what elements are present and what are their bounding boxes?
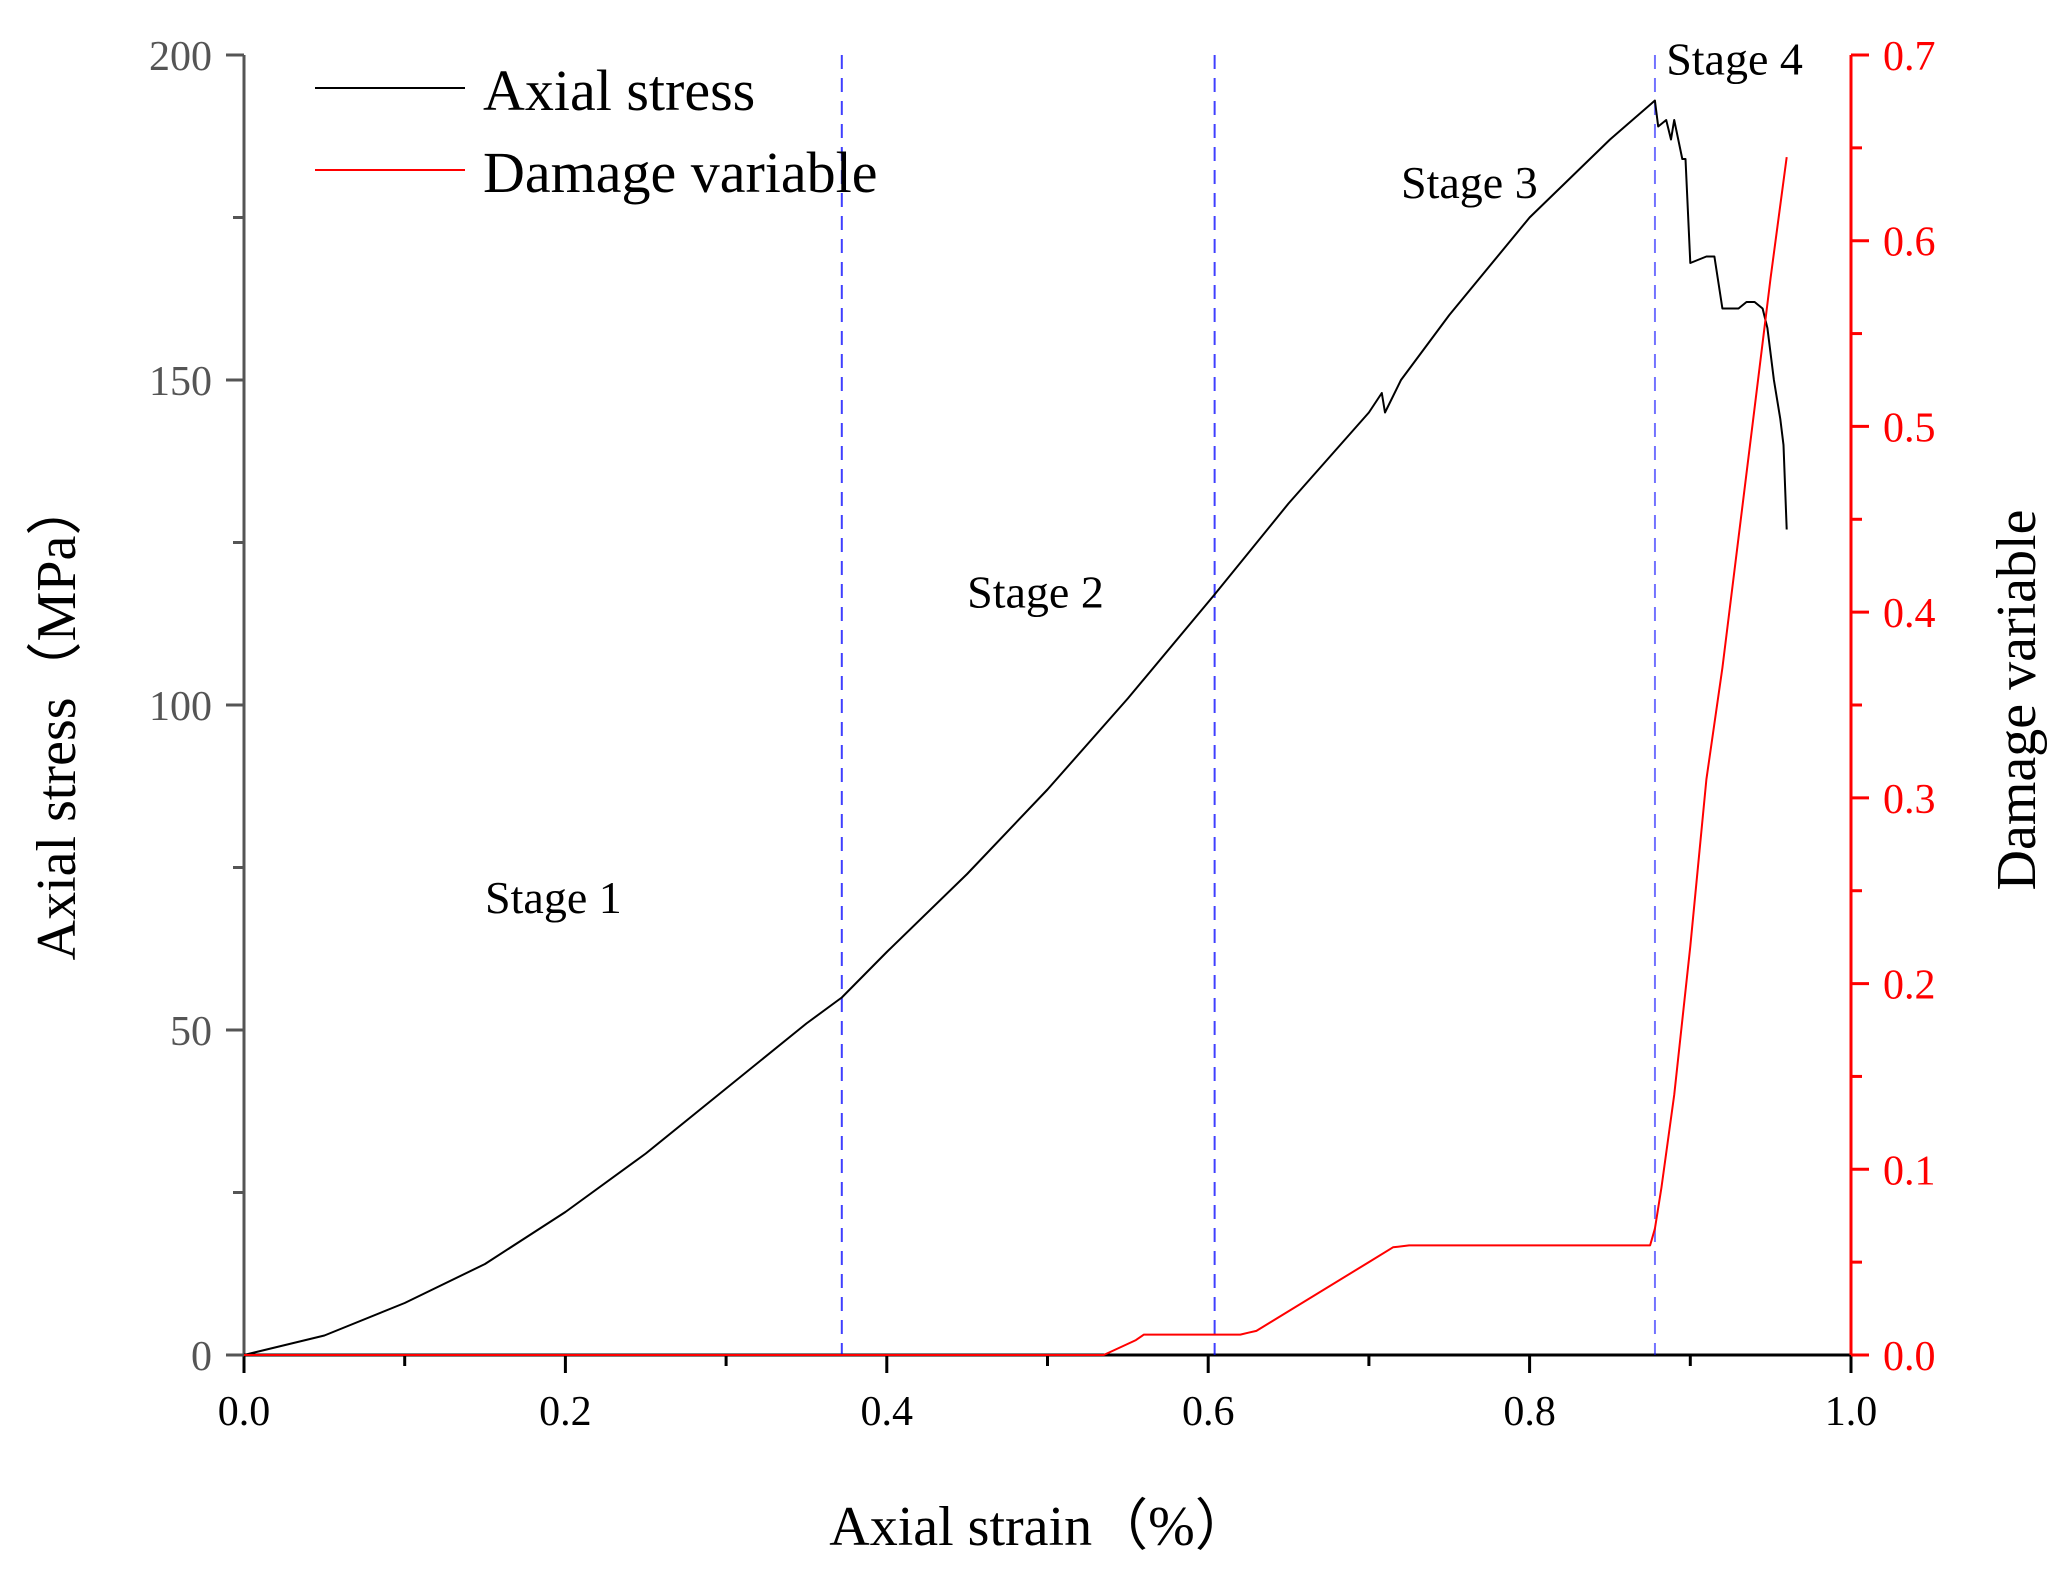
y2-tick-label: 0.0	[1883, 1334, 1936, 1380]
x-axis-title: Axial strain（%）	[829, 1496, 1250, 1558]
y2-tick-label: 0.5	[1883, 405, 1936, 451]
legend-label-axial-stress: Axial stress	[483, 58, 755, 123]
y2-axis-title: Damage variable	[1986, 510, 2048, 891]
stage-annotations: Stage 1 Stage 2 Stage 3 Stage 4	[485, 34, 1803, 924]
x-tick-label: 0.2	[539, 1389, 592, 1435]
series-damage-variable	[244, 156, 1788, 1356]
stage-label-4: Stage 4	[1666, 34, 1803, 85]
x-tick-label: 0.4	[861, 1389, 914, 1435]
y2-tick-label: 0.6	[1883, 220, 1936, 266]
stage-dividers	[840, 55, 1656, 1355]
y-tick-label: 150	[149, 359, 212, 405]
stage-label-2: Stage 2	[967, 567, 1104, 618]
y-tick-label: 50	[170, 1009, 212, 1055]
axes-group	[226, 53, 1869, 1373]
y-tick-label: 0	[191, 1334, 212, 1380]
y2-tick-label: 0.2	[1883, 963, 1936, 1009]
y-tick-label: 100	[149, 684, 212, 730]
x-tick-label: 0.0	[218, 1389, 271, 1435]
legend: Axial stress Damage variable	[315, 58, 878, 205]
stage-label-1: Stage 1	[485, 872, 622, 923]
legend-label-damage-variable: Damage variable	[483, 140, 878, 205]
y-axis-title: Axial stress（MPa）	[26, 480, 88, 961]
x-tick-label: 0.8	[1503, 1389, 1556, 1435]
y2-tick-label: 0.3	[1883, 777, 1936, 823]
series-axial-stress	[243, 99, 1788, 1356]
y-tick-label: 200	[149, 34, 212, 80]
x-tick-label: 1.0	[1825, 1389, 1878, 1435]
x-tick-label: 0.6	[1182, 1389, 1235, 1435]
series-group	[243, 99, 1788, 1356]
y2-tick-label: 0.4	[1883, 591, 1936, 637]
y2-tick-label: 0.7	[1883, 34, 1936, 80]
tick-labels: 0.0 0.2 0.4 0.6 0.8 1.0 0 50 100 150 200 0.0 0.1 0.2 0…	[149, 34, 1936, 1435]
stage-label-3: Stage 3	[1401, 157, 1538, 208]
y2-tick-label: 0.1	[1883, 1148, 1936, 1194]
